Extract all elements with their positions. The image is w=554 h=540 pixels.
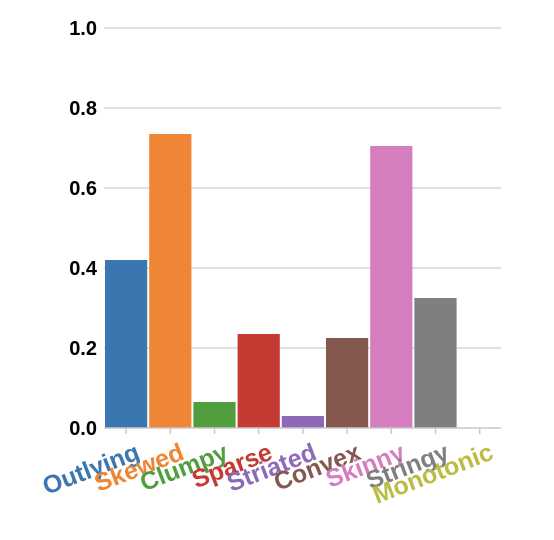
bar-convex [326, 338, 369, 428]
bar-clumpy [193, 402, 236, 428]
bar-skewed [149, 134, 192, 428]
y-tick-label: 0.8 [69, 98, 97, 120]
y-tick-label: 0.6 [69, 178, 97, 200]
x-axis-category-labels: OutlyingSkewedClumpySparseStriatedConvex… [39, 438, 497, 509]
bar-stringy [414, 298, 457, 428]
bar-skinny [370, 146, 413, 428]
y-tick-label: 0.0 [69, 418, 97, 440]
y-tick-label: 1.0 [69, 18, 97, 40]
bar-striated [281, 416, 324, 428]
bar-sparse [237, 334, 280, 428]
bar-outlying [105, 260, 148, 428]
x-axis [104, 427, 501, 434]
y-tick-label: 0.4 [69, 258, 98, 280]
y-axis-ticks: 0.0 0.2 0.4 0.6 0.8 1.0 [69, 18, 98, 440]
y-tick-label: 0.2 [69, 338, 97, 360]
bars [105, 134, 457, 428]
